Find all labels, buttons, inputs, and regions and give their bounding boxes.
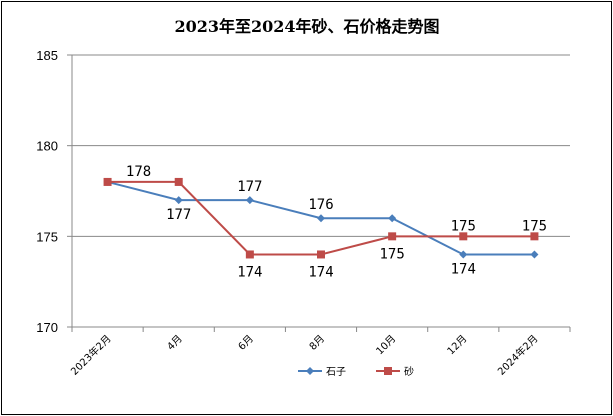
x-tick-label-0: 2023年2月 (68, 332, 114, 378)
y-axis-ticks: 170 175 180 185 (36, 48, 58, 335)
data-labels: 177 177 176 174 178 174 174 175 175 175 (126, 164, 547, 281)
y-tick-label-185: 185 (36, 48, 58, 63)
y-tick-label-170: 170 (36, 320, 58, 335)
series-0-point-2 (245, 196, 254, 205)
series-0-point-6 (530, 250, 539, 259)
x-tick-label-6: 2024年2月 (495, 332, 541, 378)
x-tick-label-4: 10月 (374, 333, 399, 358)
series-0-point-3 (317, 214, 325, 223)
data-label-series-1-5: 175 (451, 218, 476, 234)
y-tick-label-180: 180 (36, 139, 58, 154)
series-0-point-5 (459, 250, 468, 259)
series-0-point-1 (174, 196, 183, 205)
data-label-series-1-2: 174 (237, 264, 262, 280)
data-label-series-1-4: 175 (379, 246, 404, 262)
series-0-point-4 (388, 214, 397, 223)
data-label-series-0-1: 177 (166, 207, 191, 223)
legend: 石子 砂 (298, 365, 414, 378)
data-label-series-1-3: 174 (308, 264, 333, 280)
legend-label-1: 砂 (404, 365, 414, 378)
x-tick-label-1: 4月 (165, 333, 185, 353)
data-label-series-0-3: 176 (308, 197, 333, 213)
series-layer (103, 177, 539, 259)
series-1-point-2 (245, 250, 254, 259)
y-tick-label-175: 175 (36, 229, 58, 244)
series-1-point-4 (388, 232, 397, 241)
series-1-point-3 (317, 250, 325, 259)
data-label-series-1-0: 178 (126, 164, 151, 180)
data-label-series-0-2: 177 (237, 179, 262, 195)
chart-title: 2023年至2024年砂、石价格走势图 (174, 17, 439, 36)
series-1-point-1 (174, 177, 183, 186)
legend-marker-0 (306, 367, 314, 375)
legend-label-0: 石子 (326, 366, 346, 378)
x-tick-label-5: 12月 (445, 333, 470, 358)
series-1-point-0 (103, 177, 112, 186)
axes (67, 54, 571, 332)
x-tick-label-2: 6月 (236, 333, 256, 353)
data-label-series-0-5: 174 (451, 261, 476, 277)
series-1-point-5 (459, 232, 468, 241)
legend-marker-1 (384, 367, 392, 375)
series-1-point-6 (530, 232, 539, 241)
data-label-series-1-6: 175 (522, 218, 547, 234)
x-tick-label-3: 8月 (307, 333, 327, 353)
